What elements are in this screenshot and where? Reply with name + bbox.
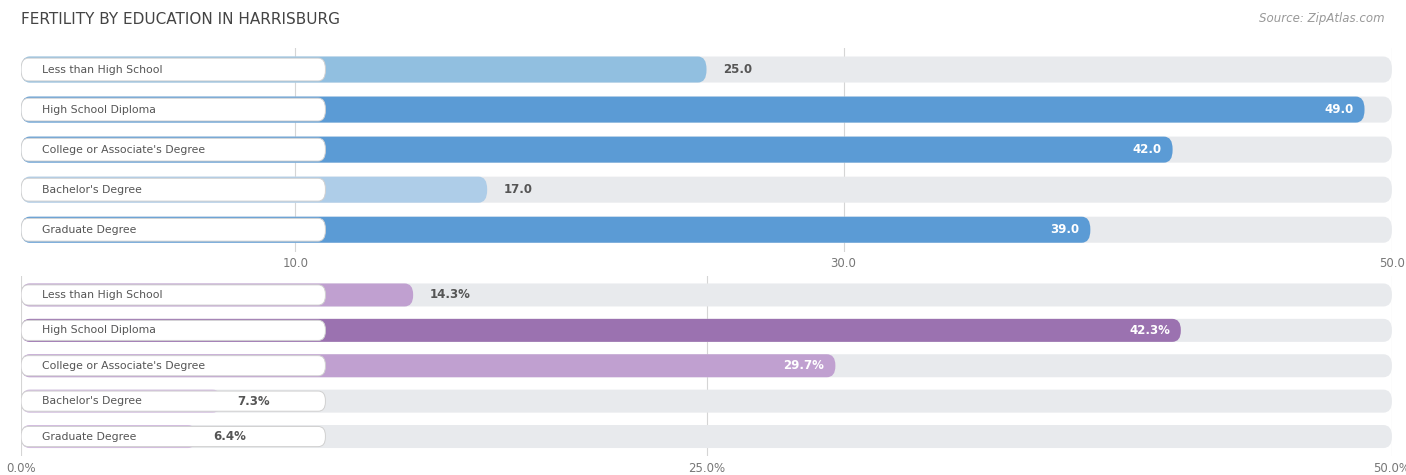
Text: Graduate Degree: Graduate Degree <box>42 225 136 235</box>
Text: Bachelor's Degree: Bachelor's Degree <box>42 396 142 406</box>
FancyBboxPatch shape <box>21 390 1392 413</box>
FancyBboxPatch shape <box>21 96 1364 123</box>
Text: College or Associate's Degree: College or Associate's Degree <box>42 361 205 371</box>
Text: 7.3%: 7.3% <box>238 395 270 408</box>
FancyBboxPatch shape <box>21 356 325 376</box>
FancyBboxPatch shape <box>21 218 325 241</box>
FancyBboxPatch shape <box>21 390 221 413</box>
FancyBboxPatch shape <box>21 391 325 411</box>
Text: 6.4%: 6.4% <box>214 430 246 443</box>
Text: 25.0: 25.0 <box>723 63 752 76</box>
FancyBboxPatch shape <box>21 320 325 341</box>
FancyBboxPatch shape <box>21 96 1392 123</box>
FancyBboxPatch shape <box>21 284 413 306</box>
FancyBboxPatch shape <box>21 57 707 83</box>
FancyBboxPatch shape <box>21 58 325 81</box>
FancyBboxPatch shape <box>21 425 197 448</box>
FancyBboxPatch shape <box>21 284 1392 306</box>
FancyBboxPatch shape <box>21 137 1173 162</box>
Text: College or Associate's Degree: College or Associate's Degree <box>42 144 205 155</box>
FancyBboxPatch shape <box>21 354 1392 377</box>
Text: 17.0: 17.0 <box>503 183 533 196</box>
Text: 49.0: 49.0 <box>1324 103 1354 116</box>
Text: Less than High School: Less than High School <box>42 65 163 75</box>
FancyBboxPatch shape <box>21 285 325 305</box>
FancyBboxPatch shape <box>21 319 1181 342</box>
Text: 39.0: 39.0 <box>1050 223 1080 236</box>
FancyBboxPatch shape <box>21 138 325 161</box>
Text: High School Diploma: High School Diploma <box>42 104 156 114</box>
Text: Graduate Degree: Graduate Degree <box>42 431 136 442</box>
Text: High School Diploma: High School Diploma <box>42 325 156 335</box>
FancyBboxPatch shape <box>21 98 325 121</box>
Text: Source: ZipAtlas.com: Source: ZipAtlas.com <box>1260 12 1385 25</box>
FancyBboxPatch shape <box>21 425 1392 448</box>
Text: Less than High School: Less than High School <box>42 290 163 300</box>
FancyBboxPatch shape <box>21 354 835 377</box>
FancyBboxPatch shape <box>21 177 488 203</box>
Text: Bachelor's Degree: Bachelor's Degree <box>42 185 142 195</box>
FancyBboxPatch shape <box>21 217 1392 243</box>
FancyBboxPatch shape <box>21 177 1392 203</box>
FancyBboxPatch shape <box>21 217 1091 243</box>
Text: FERTILITY BY EDUCATION IN HARRISBURG: FERTILITY BY EDUCATION IN HARRISBURG <box>21 12 340 27</box>
Text: 14.3%: 14.3% <box>430 288 471 302</box>
FancyBboxPatch shape <box>21 427 325 446</box>
Text: 42.3%: 42.3% <box>1129 324 1170 337</box>
FancyBboxPatch shape <box>21 137 1392 162</box>
Text: 29.7%: 29.7% <box>783 359 824 372</box>
Text: 42.0: 42.0 <box>1132 143 1161 156</box>
FancyBboxPatch shape <box>21 57 1392 83</box>
FancyBboxPatch shape <box>21 178 325 201</box>
FancyBboxPatch shape <box>21 319 1392 342</box>
